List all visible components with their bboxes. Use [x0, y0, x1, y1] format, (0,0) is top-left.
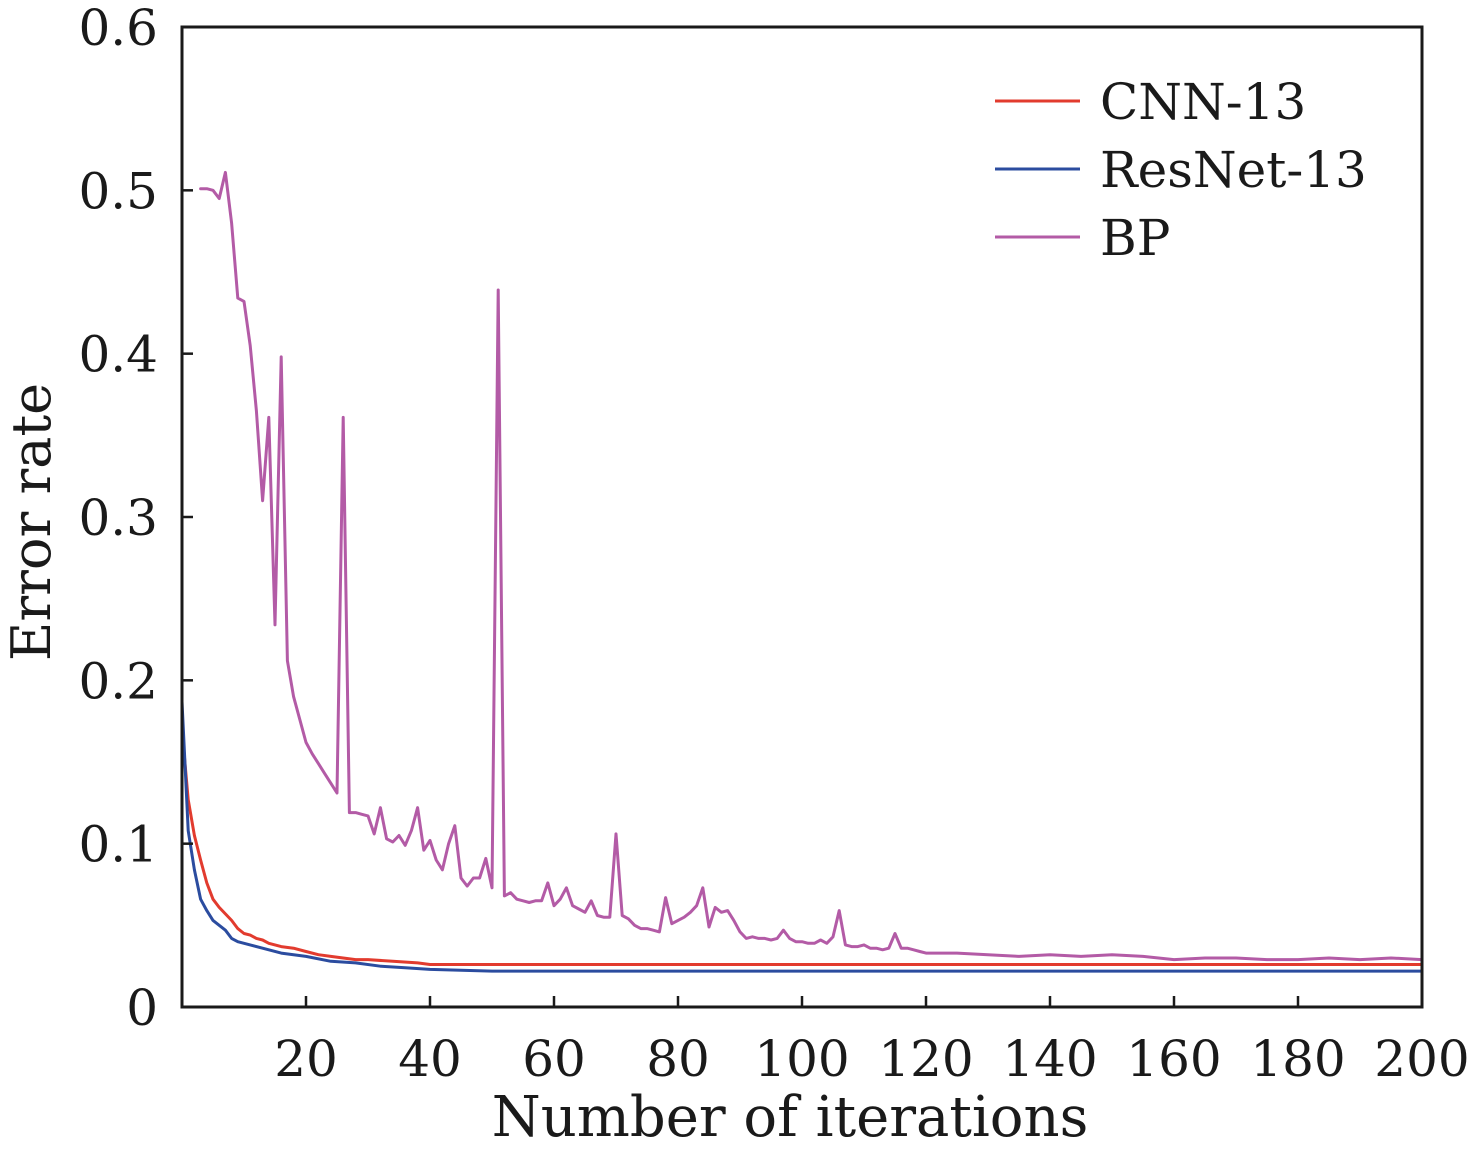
y-axis-label: Error rate — [0, 383, 63, 661]
x-tick-label: 20 — [274, 1030, 338, 1088]
series-line-bp — [199, 170, 1422, 962]
legend-label-resnet-13: ResNet-13 — [1100, 141, 1367, 199]
y-tick-label: 0.6 — [78, 0, 158, 57]
series-line-cnn-13 — [182, 727, 1422, 966]
x-tick-label: 200 — [1374, 1030, 1469, 1088]
legend-entry-bp: BP — [995, 209, 1170, 267]
y-tick-label: 0.3 — [78, 489, 158, 547]
plot-frame — [180, 25, 1424, 1009]
series-group — [182, 170, 1422, 973]
legend-entry-cnn-13: CNN-13 — [995, 73, 1306, 131]
series-line-resnet-13 — [182, 700, 1422, 973]
x-tick-label: 120 — [878, 1030, 973, 1088]
x-tick-label: 100 — [754, 1030, 849, 1088]
axis-ticks: 0 0.1 0.2 0.3 0.4 0.5 0.6 20 40 60 80 100 120 140 160 1… — [78, 0, 1469, 1088]
x-tick-label: 160 — [1126, 1030, 1221, 1088]
y-tick-label: 0 — [126, 979, 158, 1037]
x-tick-label: 80 — [646, 1030, 710, 1088]
x-tick-label: 40 — [398, 1030, 462, 1088]
legend-label-bp: BP — [1100, 209, 1170, 267]
x-axis-label: Number of iterations — [492, 1085, 1089, 1150]
x-tick-label: 140 — [1002, 1030, 1097, 1088]
y-tick-label: 0.5 — [78, 162, 158, 220]
x-tick-label: 60 — [522, 1030, 586, 1088]
y-tick-label: 0.2 — [78, 652, 158, 710]
y-tick-label: 0.1 — [78, 816, 158, 874]
legend: CNN-13 ResNet-13 BP — [995, 73, 1367, 267]
y-tick-label: 0.4 — [78, 326, 158, 384]
x-tick-label: 180 — [1250, 1030, 1345, 1088]
legend-entry-resnet-13: ResNet-13 — [995, 141, 1367, 199]
legend-label-cnn-13: CNN-13 — [1100, 73, 1306, 131]
